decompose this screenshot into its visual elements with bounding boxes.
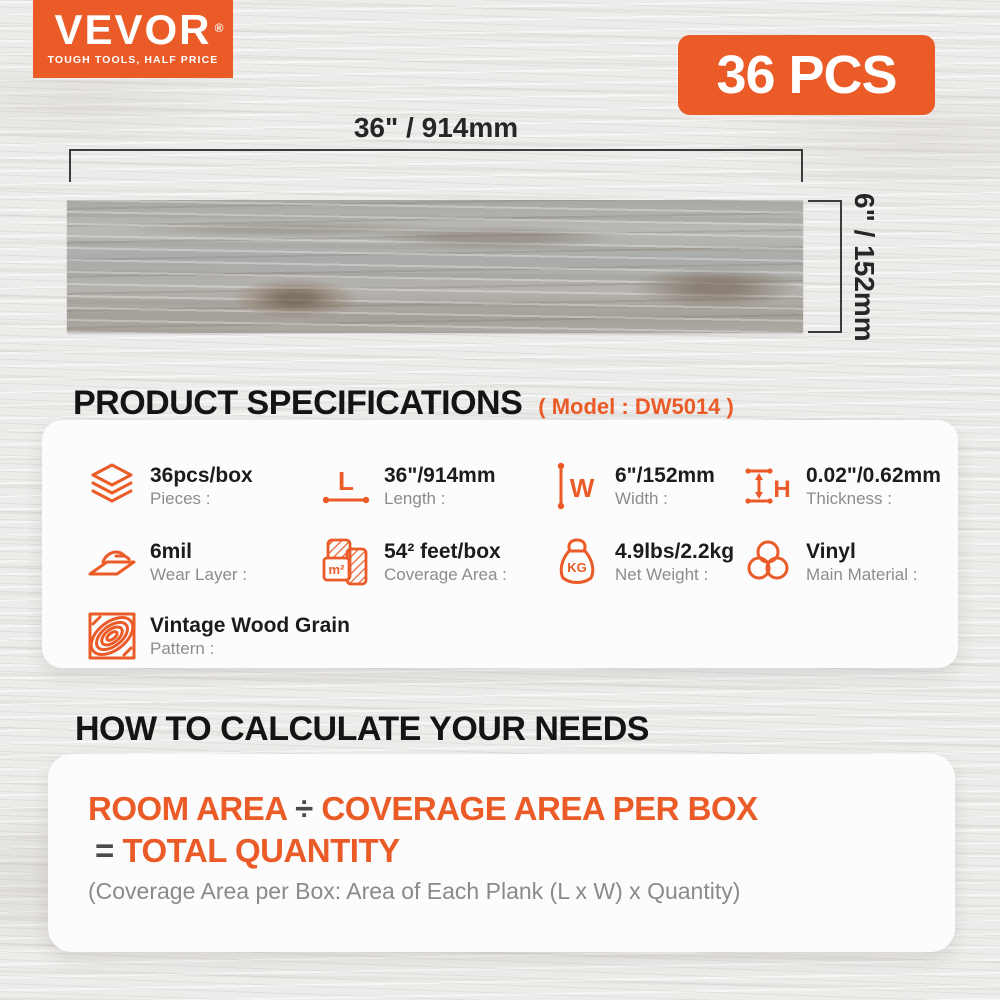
spec-value: 0.02"/0.62mm (806, 463, 941, 487)
length-icon: L (320, 460, 372, 512)
thickness-icon: H (742, 460, 794, 512)
svg-text:L: L (338, 466, 354, 496)
spec-length: L 36"/914mm Length : (320, 456, 496, 516)
spec-value: 6mil (150, 539, 193, 563)
spec-label: Pieces : (150, 488, 211, 508)
spec-value: Vintage Wood Grain (150, 613, 350, 637)
net-weight-icon: KG (551, 536, 603, 588)
layers-icon (86, 460, 138, 512)
formula-line-1: ROOM AREA ÷ COVERAGE AREA PER BOX (88, 788, 758, 830)
spec-wear-layer: 6mil Wear Layer : (86, 532, 247, 592)
spec-label: Coverage Area : (384, 564, 507, 584)
svg-text:W: W (570, 473, 595, 503)
svg-text:KG: KG (567, 560, 587, 575)
spec-label: Net Weight : (615, 564, 709, 584)
brand-wordmark: VEVOR ® (54, 6, 226, 53)
spec-net-weight: KG 4.9lbs/2.2kg Net Weight : (551, 532, 734, 592)
svg-text:H: H (773, 476, 790, 503)
formula-total-quantity: TOTAL QUANTITY (122, 832, 400, 869)
plank-height-dimension-label: 6" / 152mm (849, 192, 880, 342)
registered-mark-icon: ® (214, 21, 226, 35)
calc-title: HOW TO CALCULATE YOUR NEEDS (75, 710, 649, 748)
equals-sign: = (95, 832, 114, 869)
spec-label: Thickness : (806, 488, 892, 508)
spec-width: W 6"/152mm Width : (551, 456, 715, 516)
how-to-calculate-heading: HOW TO CALCULATE YOUR NEEDS (75, 710, 649, 749)
height-dimension-bracket (808, 200, 842, 333)
pcs-count-badge: 36 PCS (678, 35, 935, 115)
width-icon: W (551, 460, 603, 512)
coverage-area-note: (Coverage Area per Box: Area of Each Pla… (88, 878, 741, 904)
material-icon (742, 536, 794, 588)
formula-room-area: ROOM AREA (88, 790, 287, 827)
wear-layer-icon (86, 536, 138, 588)
brand-logo: VEVOR ® TOUGH TOOLS, HALF PRICE (33, 0, 233, 78)
model-number: ( Model : DW5014 ) (538, 394, 734, 419)
product-specifications-heading: PRODUCT SPECIFICATIONS ( Model : DW5014 … (73, 384, 734, 423)
spec-label: Length : (384, 488, 446, 508)
spec-value: 36pcs/box (150, 463, 253, 487)
specifications-card: 36pcs/box Pieces : L 36"/914mm Length : W … (42, 420, 958, 668)
spec-value: 36"/914mm (384, 463, 496, 487)
spec-value: 4.9lbs/2.2kg (615, 539, 735, 563)
spec-label: Main Material : (806, 564, 918, 584)
formula-coverage-area: COVERAGE AREA PER BOX (321, 790, 758, 827)
specs-title: PRODUCT SPECIFICATIONS (73, 384, 523, 422)
spec-value: 54² feet/box (384, 539, 501, 563)
vinyl-plank-image (67, 200, 803, 333)
svg-text:m²: m² (329, 562, 346, 577)
formula-line-2: = TOTAL QUANTITY (88, 830, 758, 872)
coverage-area-icon: m² (320, 536, 372, 588)
spec-value: 6"/152mm (615, 463, 715, 487)
spec-value: Vinyl (806, 539, 856, 563)
width-dimension-bracket (69, 149, 803, 182)
brand-tagline: TOUGH TOOLS, HALF PRICE (47, 54, 219, 66)
spec-main-material: Vinyl Main Material : (742, 532, 917, 592)
spec-pattern: Vintage Wood Grain Pattern : (86, 606, 350, 666)
spec-label: Pattern : (150, 638, 215, 658)
spec-pieces: 36pcs/box Pieces : (86, 456, 253, 516)
spec-label: Width : (615, 488, 668, 508)
spec-thickness: H 0.02"/0.62mm Thickness : (742, 456, 941, 516)
pattern-icon (86, 610, 138, 662)
spec-coverage-area: m² 54² feet/box Coverage Area : (320, 532, 507, 592)
quantity-formula: ROOM AREA ÷ COVERAGE AREA PER BOX = TOTA… (88, 788, 758, 872)
calculation-card: ROOM AREA ÷ COVERAGE AREA PER BOX = TOTA… (48, 754, 955, 952)
divide-sign: ÷ (295, 790, 313, 827)
spec-label: Wear Layer : (150, 564, 248, 584)
plank-width-dimension-label: 36" / 914mm (353, 112, 519, 143)
